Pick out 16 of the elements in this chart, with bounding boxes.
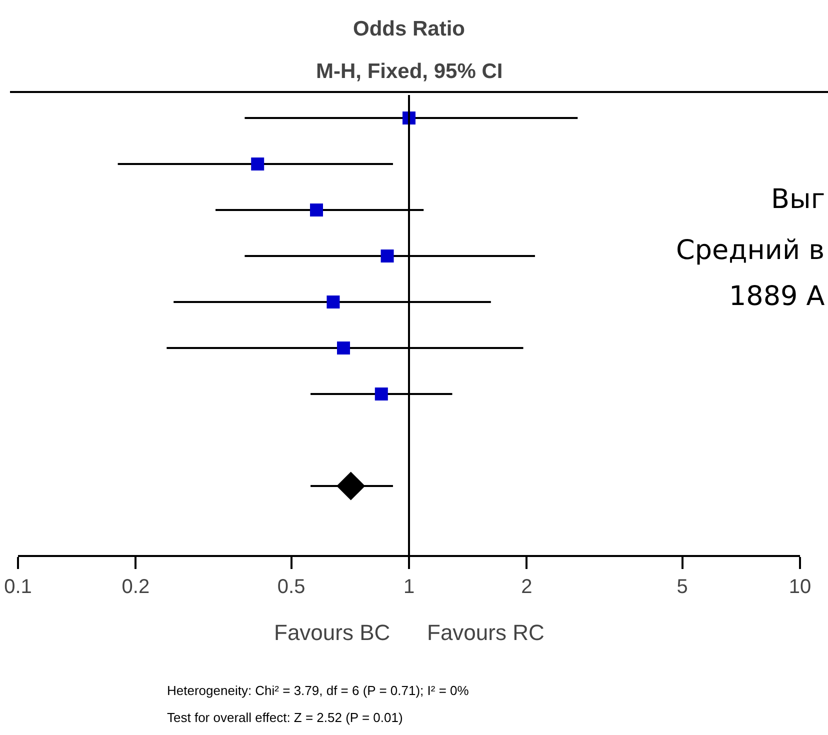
text: Heterogeneity: Chi² = 3.79, df = 6 (P = 0.71); I² = 0% (167, 683, 470, 698)
x-tick-label: 10 (788, 576, 812, 598)
text: Favours RC (427, 620, 544, 645)
chart-title: Odds Ratio (352, 17, 466, 40)
text: Favours BC (274, 620, 390, 645)
chart-subtitle: M-H, Fixed, 95% CI (316, 60, 503, 83)
x-tick-label: 0.2 (122, 576, 150, 598)
annotation: Выг (771, 184, 826, 215)
x-tick-label: 2 (521, 576, 532, 598)
annotation: 1889 А (729, 281, 826, 312)
x-tick-label: 1 (403, 576, 415, 598)
text: Test for overall effect: Z = 2.52 (P = 0.01) (167, 710, 403, 725)
x-tick-label: 0.5 (277, 576, 306, 598)
x-tick-label: 0.1 (4, 576, 32, 598)
annotation: Средний в (676, 235, 825, 266)
x-tick-label: 5 (676, 576, 688, 598)
